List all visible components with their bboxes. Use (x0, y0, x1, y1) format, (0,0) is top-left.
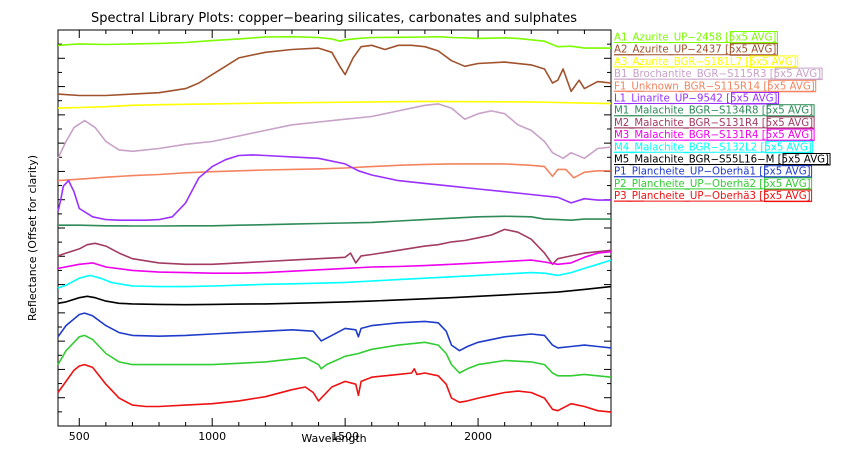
legend-entry-11: M5_Malachite_BGR−S55L16−M [5x5 AVG] (614, 155, 829, 166)
series-line-14 (57, 363, 612, 413)
legend-avg-box-11 (782, 153, 831, 166)
legend-layer: A1_Azurite_UP−2458 [5x5 AVG]A2_Azurite_U… (614, 31, 831, 203)
legend-avg-box-13 (764, 177, 813, 190)
ticks-layer: 500 1000 1500 2000 (58, 29, 611, 443)
series-layer (57, 35, 612, 413)
legend-avg-box-9 (766, 128, 815, 142)
legend-entry-9: M3_Malachite_BGR−S131R4 [5x5 AVG] (614, 130, 813, 141)
series-line-7 (58, 215, 611, 227)
legend-avg-box-7 (766, 104, 815, 117)
y-axis-label: Reflectance (Offset for clarity) (26, 155, 39, 321)
legend-entry-3: A3_Azurite_BGR−S181L7 [5x5 AVG] (614, 57, 797, 68)
legend-avg-box-3 (750, 55, 799, 68)
plot-frame (57, 29, 612, 427)
legend-entry-8: M2_Malachite_BGR−S131R4 [5x5 AVG] (614, 118, 813, 129)
series-line-5 (57, 163, 611, 182)
legend-avg-box-10 (765, 140, 814, 154)
series-line-4 (57, 103, 612, 160)
legend-avg-box-14 (764, 189, 813, 203)
series-line-1 (57, 35, 611, 49)
legend-avg-box-4 (774, 67, 823, 81)
legend-avg-box-1 (729, 31, 778, 44)
legend-entry-5: F1_Unknown_BGR−S115R14 [5x5 AVG] (614, 81, 815, 92)
x-tick-label: 2000 (464, 430, 492, 443)
x-tick-label: 1000 (198, 430, 226, 443)
legend-avg-box-12 (764, 165, 813, 178)
x-axis-label: Wavelength (301, 432, 366, 445)
x-tick-label: 1500 (331, 430, 359, 443)
series-line-8 (57, 228, 612, 266)
series-line-13 (57, 334, 612, 378)
series-line-3 (57, 100, 612, 109)
legend-entry-4: B1_Brochantite_BGR−S115R3 [5x5 AVG] (614, 69, 821, 80)
legend-avg-box-5 (768, 79, 817, 93)
series-line-12 (57, 312, 612, 352)
legend-entry-6: L1_Linarite_UP−9542 [5x5 AVG] (614, 94, 778, 105)
series-line-2 (57, 44, 612, 97)
chart-title: Spectral Library Plots: copper−bearing s… (91, 11, 577, 26)
legend-entry-13: P2_Plancheite_UP−Oberhä2 [5x5 AVG] (614, 179, 811, 190)
legend-avg-box-2 (729, 43, 778, 56)
series-line-10 (57, 259, 612, 289)
legend-entry-1: A1_Azurite_UP−2458 [5x5 AVG] (614, 33, 776, 44)
legend-entry-7: M1_Malachite_BGR−S134R8 [5x5 AVG] (614, 106, 813, 117)
series-line-6 (57, 154, 611, 221)
x-tick-label: 500 (69, 430, 90, 443)
legend-avg-box-8 (766, 116, 815, 129)
series-line-11 (57, 285, 612, 306)
legend-entry-14: P3_Plancheite_UP−Oberhä3 [5x5 AVG] (614, 191, 811, 202)
legend-entry-12: P1_Plancheite_UP−Oberhä1 [5x5 AVG] (614, 167, 811, 178)
legend-avg-box-6 (731, 92, 779, 105)
series-line-9 (57, 250, 612, 275)
legend-entry-2: A2_Azurite_UP−2437 [5x5 AVG] (614, 45, 776, 56)
legend-entry-10: M4_Malachite_BGR−S132L2 [5x5 AVG] (614, 142, 812, 153)
